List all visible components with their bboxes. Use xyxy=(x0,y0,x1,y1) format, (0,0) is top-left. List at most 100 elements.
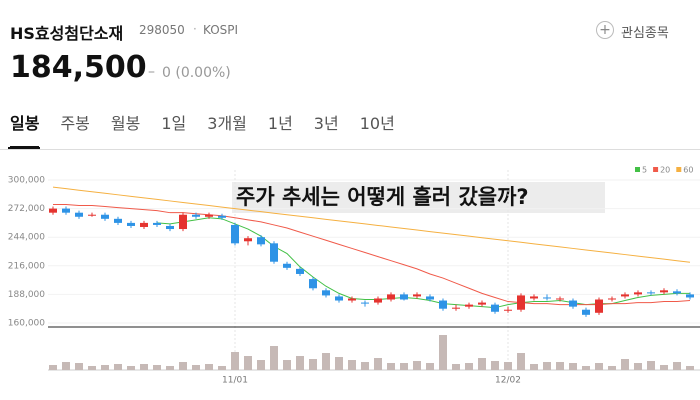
tab[interactable]: 월봉 xyxy=(110,114,141,133)
candle-body xyxy=(504,309,512,311)
candle-body xyxy=(348,298,356,301)
candle-body xyxy=(660,290,668,293)
volume-bar xyxy=(478,358,486,370)
candle-body xyxy=(127,222,135,226)
tab[interactable]: 1일 xyxy=(161,114,187,133)
candle-body xyxy=(309,279,317,289)
volume-bar xyxy=(361,362,369,370)
y-tick-label: 300,000 xyxy=(8,176,45,186)
add-icon[interactable]: + xyxy=(596,21,614,39)
candle-body xyxy=(257,237,265,245)
annotation-box xyxy=(232,182,605,213)
volume-bar xyxy=(296,356,304,370)
y-tick-label: 272,000 xyxy=(8,204,45,214)
candle-body xyxy=(647,292,655,294)
volume-bar xyxy=(335,357,343,370)
candle-body xyxy=(387,294,395,300)
candle-body xyxy=(478,302,486,305)
candle-body xyxy=(49,208,57,213)
volume-bar xyxy=(530,364,538,370)
candle-body xyxy=(543,297,551,299)
stock-name: HS효성첨단소재 xyxy=(10,24,124,43)
candle-body xyxy=(166,225,174,230)
candle-body xyxy=(296,268,304,274)
candle-body xyxy=(569,300,577,307)
candle-body xyxy=(140,222,148,227)
watch-button[interactable]: 관심종목 xyxy=(621,26,669,41)
volume-bar xyxy=(283,360,291,370)
candle-body xyxy=(439,300,447,309)
moving-average xyxy=(52,186,691,263)
change-sign: – xyxy=(148,64,155,80)
candle-body xyxy=(556,298,564,300)
volume-bar xyxy=(49,365,57,370)
candle-body xyxy=(218,215,226,218)
volume-bar xyxy=(569,363,577,370)
volume-bar xyxy=(491,361,499,370)
volume-bar xyxy=(634,363,642,370)
volume-bar xyxy=(88,366,96,370)
candle-body xyxy=(179,214,187,230)
tab[interactable]: 주봉 xyxy=(60,114,90,133)
tab[interactable]: 3개월 xyxy=(207,114,247,133)
volume-bar xyxy=(465,363,473,370)
candle-body xyxy=(322,290,330,296)
volume-bar xyxy=(322,353,330,370)
candle-body xyxy=(114,218,122,223)
candle-body xyxy=(192,214,200,217)
candle-body xyxy=(530,296,538,299)
volume-bar xyxy=(309,359,317,370)
tab[interactable]: 1년 xyxy=(267,114,293,133)
volume-bar xyxy=(140,364,148,370)
volume-bar xyxy=(426,363,434,370)
volume-bar xyxy=(582,366,590,370)
volume-bar xyxy=(127,366,135,370)
market: KOSPI xyxy=(203,23,239,37)
volume-bar xyxy=(348,360,356,370)
volume-bar xyxy=(374,358,382,370)
candle-body xyxy=(361,302,369,304)
volume-bar xyxy=(595,363,603,370)
y-tick-label: 188,000 xyxy=(8,290,45,300)
volume-bar xyxy=(218,366,226,370)
volume-bar xyxy=(400,363,408,370)
volume-bar xyxy=(257,360,265,370)
candle-body xyxy=(426,296,434,300)
volume-bar xyxy=(166,366,174,370)
candle-body xyxy=(465,304,473,307)
volume-bar xyxy=(270,346,278,370)
volume-bar xyxy=(608,366,616,370)
candle-body xyxy=(634,292,642,295)
volume-bar xyxy=(686,366,694,370)
tab[interactable]: 10년 xyxy=(359,114,395,133)
candle-body xyxy=(608,298,616,300)
volume-bar xyxy=(660,365,668,370)
y-tick-label: 160,000 xyxy=(8,319,45,329)
volume-bar xyxy=(621,359,629,370)
legend-swatch xyxy=(635,167,640,172)
volume-bar xyxy=(647,361,655,370)
volume-bar xyxy=(673,362,681,370)
candle-body xyxy=(231,224,239,244)
volume-bar xyxy=(192,365,200,370)
candle-body xyxy=(400,294,408,300)
volume-bar xyxy=(62,362,70,370)
tabs: 일봉 주봉 월봉 1일 3개월 1년 3년 10년 xyxy=(10,110,416,148)
volume-bar xyxy=(101,365,109,370)
volume-bar xyxy=(153,365,161,370)
dot: · xyxy=(193,22,197,36)
volume-bar xyxy=(504,362,512,370)
moving-average xyxy=(53,204,691,306)
candle-body xyxy=(270,243,278,262)
candle-body xyxy=(673,291,681,294)
tab[interactable]: 3년 xyxy=(313,114,339,133)
volume-bar xyxy=(413,361,421,370)
volume-bar xyxy=(231,352,239,370)
tab[interactable]: 일봉 xyxy=(10,110,40,148)
legend-label: 5 xyxy=(642,166,647,175)
candle-body xyxy=(153,222,161,225)
candle-body xyxy=(582,309,590,315)
candle-body xyxy=(621,294,629,297)
x-tick-label: 11/01 xyxy=(222,376,248,386)
